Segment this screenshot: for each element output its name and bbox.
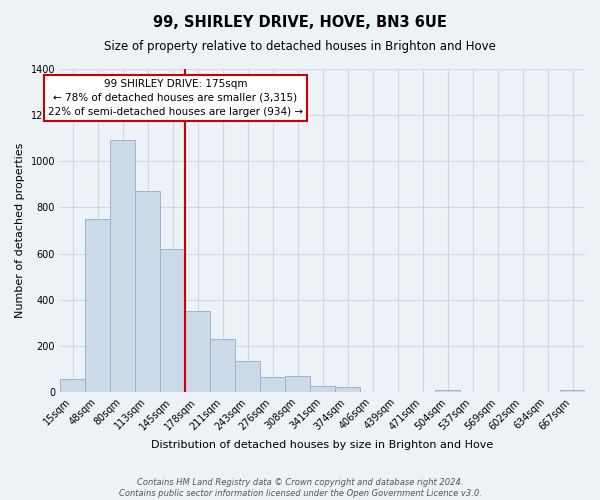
Bar [210, 339, 235, 392]
Y-axis label: Number of detached properties: Number of detached properties [15, 143, 25, 318]
Bar [85, 219, 110, 392]
Bar [335, 388, 360, 392]
Bar [260, 377, 285, 392]
Text: 99 SHIRLEY DRIVE: 175sqm
← 78% of detached houses are smaller (3,315)
22% of sem: 99 SHIRLEY DRIVE: 175sqm ← 78% of detach… [48, 78, 303, 116]
Bar [110, 140, 135, 392]
Bar [435, 390, 460, 392]
Bar [60, 379, 85, 392]
Bar [135, 191, 160, 392]
Bar [310, 386, 335, 392]
Text: Size of property relative to detached houses in Brighton and Hove: Size of property relative to detached ho… [104, 40, 496, 53]
Bar [160, 249, 185, 392]
Text: Contains HM Land Registry data © Crown copyright and database right 2024.
Contai: Contains HM Land Registry data © Crown c… [119, 478, 481, 498]
Bar [235, 361, 260, 392]
X-axis label: Distribution of detached houses by size in Brighton and Hove: Distribution of detached houses by size … [151, 440, 494, 450]
Bar [285, 376, 310, 392]
Text: 99, SHIRLEY DRIVE, HOVE, BN3 6UE: 99, SHIRLEY DRIVE, HOVE, BN3 6UE [153, 15, 447, 30]
Bar [560, 390, 585, 392]
Bar [185, 311, 210, 392]
